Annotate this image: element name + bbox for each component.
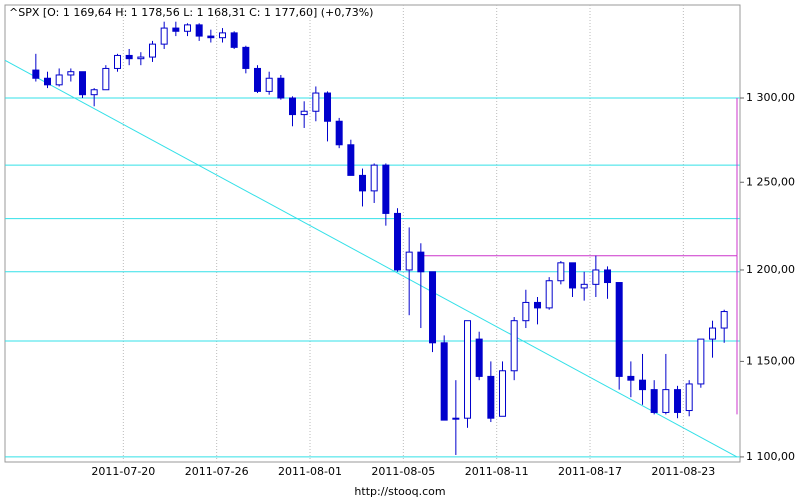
candle-body: [114, 54, 122, 69]
candle-body: [44, 77, 52, 86]
candle-body: [405, 251, 413, 271]
candle-body: [417, 251, 425, 273]
candle-body: [382, 164, 390, 214]
candle-body: [662, 389, 670, 413]
candle-body: [137, 56, 145, 60]
candle-body: [510, 320, 518, 372]
candle-body: [90, 89, 98, 96]
candle-body: [335, 120, 343, 146]
candle-body: [475, 338, 483, 377]
candle-body: [172, 27, 180, 32]
candle-body: [32, 69, 40, 79]
candle-body: [394, 212, 402, 271]
candle-body: [265, 77, 273, 92]
candle-body: [709, 327, 717, 340]
trend-line: [4, 59, 738, 458]
x-tick-label: 2011-07-26: [185, 465, 249, 478]
candle-body: [639, 379, 647, 391]
candle-body: [347, 144, 355, 176]
source-link[interactable]: http://stooq.com: [354, 485, 445, 498]
candle-body: [254, 67, 262, 92]
x-tick-label: 2011-07-20: [91, 465, 155, 478]
y-tick-label: 1 250,00: [746, 175, 795, 188]
candle-body: [674, 389, 682, 413]
candle-body: [312, 92, 320, 112]
candle-body: [324, 92, 332, 122]
candle-body: [452, 417, 460, 420]
candle-body: [289, 97, 297, 116]
candle-body: [534, 301, 542, 309]
candle-body: [184, 24, 192, 32]
candle-body: [102, 67, 110, 91]
y-tick-label: 1 150,00: [746, 354, 795, 367]
x-tick-label: 2011-08-17: [558, 465, 622, 478]
candle-body: [359, 174, 367, 192]
candle-body: [685, 383, 693, 412]
candle-body: [79, 71, 87, 96]
candle-body: [615, 282, 623, 377]
candle-body: [627, 375, 635, 381]
candle-body: [195, 24, 203, 37]
x-tick-label: 2011-08-11: [465, 465, 529, 478]
candle-body: [230, 32, 238, 48]
y-tick-label: 1 200,00: [746, 263, 795, 276]
candle-body: [580, 283, 588, 289]
chart-title: ^SPX [O: 1 169,64 H: 1 178,56 L: 1 168,3…: [9, 6, 373, 19]
candle-body: [697, 338, 705, 385]
plot-frame: [4, 4, 741, 463]
y-tick-label: 1 100,00: [746, 450, 795, 463]
candle-body: [67, 71, 75, 76]
candle-body: [55, 74, 63, 86]
candle-body: [149, 43, 157, 58]
candle-body: [499, 370, 507, 417]
candle-body: [219, 32, 227, 39]
x-tick-label: 2011-08-01: [278, 465, 342, 478]
x-tick-label: 2011-08-05: [371, 465, 435, 478]
candle-body: [604, 269, 612, 284]
candle-body: [720, 311, 728, 329]
candle-body: [464, 320, 472, 419]
candle-body: [277, 77, 285, 99]
candle-body: [207, 35, 215, 39]
candle-body: [242, 46, 250, 69]
candle-body: [370, 164, 378, 192]
candle-body: [557, 262, 565, 282]
candle-body: [487, 375, 495, 419]
candle-body: [125, 54, 133, 60]
candle-body: [569, 262, 577, 289]
candle-body: [300, 110, 308, 116]
candle-body: [160, 27, 168, 45]
x-tick-label: 2011-08-23: [651, 465, 715, 478]
y-tick-label: 1 300,00: [746, 91, 795, 104]
candle-body: [650, 389, 658, 413]
candle-body: [522, 301, 530, 322]
candle-body: [440, 342, 448, 421]
candle-body: [545, 280, 553, 309]
candle-body: [592, 269, 600, 285]
candle-body: [429, 271, 437, 344]
